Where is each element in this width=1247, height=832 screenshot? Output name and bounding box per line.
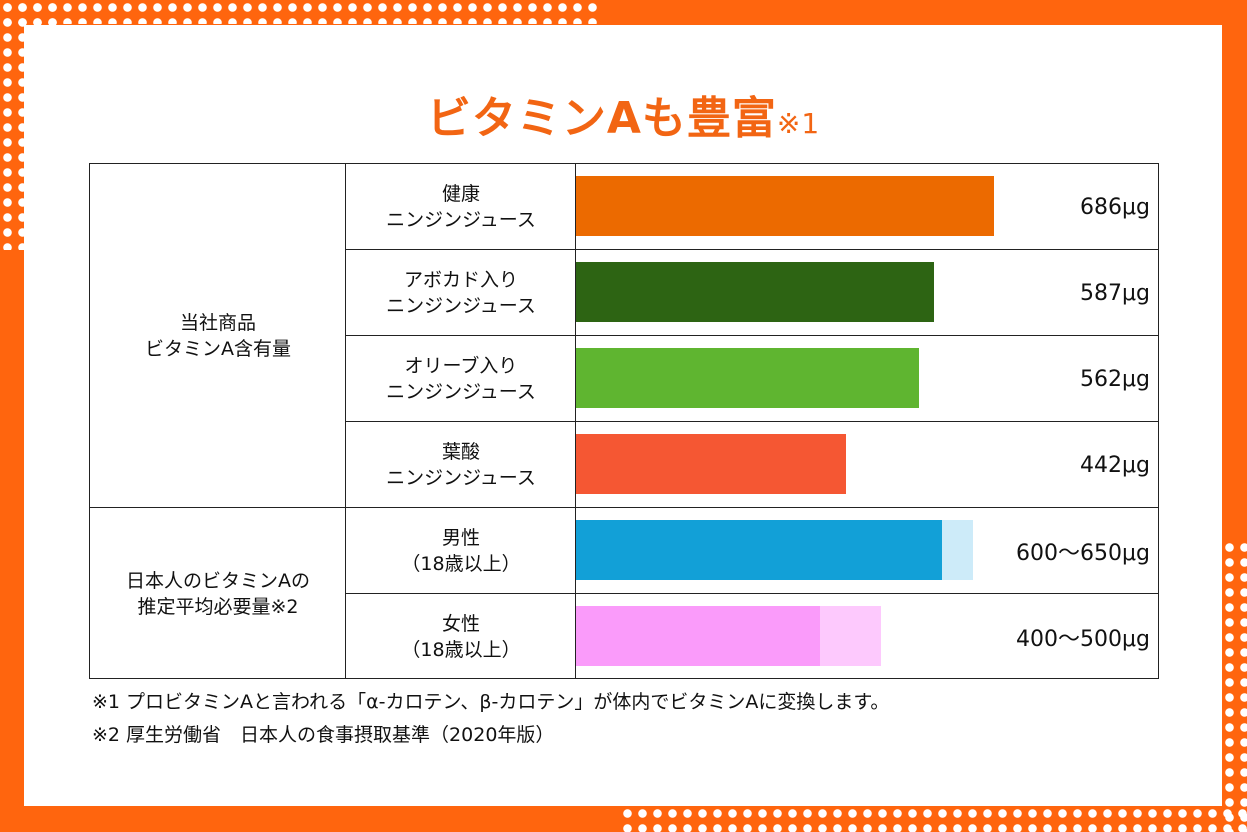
row-divider <box>346 249 1158 250</box>
row-label-line: ニンジンジュース <box>386 295 536 317</box>
row-label: アボカド入り ニンジンジュース <box>346 250 576 336</box>
row-label-line: オリーブ入り <box>404 355 518 377</box>
dot-pattern <box>1222 540 1247 832</box>
row-label-line: ニンジンジュース <box>386 381 536 403</box>
value-bar <box>576 520 942 580</box>
row-label-line: （18歳以上） <box>401 553 521 575</box>
footnote-2: ※2 厚生労働省 日本人の食事摂取基準（2020年版） <box>92 724 555 746</box>
group-label: 日本人のビタミンAの推定平均必要量※2 <box>90 508 346 680</box>
footnote-1: ※1 プロビタミンAと言われる「α-カロテン、β-カロテン」が体内でビタミンAに… <box>92 691 890 713</box>
group-label: 当社商品ビタミンA含有量 <box>90 164 346 508</box>
row-label-line: ニンジンジュース <box>386 467 536 489</box>
value-bar <box>576 176 995 236</box>
value-bar <box>576 606 820 666</box>
value-bar <box>576 348 919 408</box>
value-label: 442μg <box>1080 452 1150 478</box>
dot-pattern <box>620 806 1247 832</box>
chart-table: 健康ニンジンジュース 686μg アボカド入り ニンジンジュース 587μg オリーブ入り… <box>89 163 1159 679</box>
row-divider <box>346 335 1158 336</box>
row-label-line: 葉酸 <box>441 441 480 463</box>
value-label: 686μg <box>1080 194 1150 220</box>
column-divider <box>345 164 346 678</box>
row-label: オリーブ入り ニンジンジュース <box>346 336 576 422</box>
dot-pattern <box>0 0 600 24</box>
row-divider <box>346 593 1158 594</box>
group-label-line: ビタミンA含有量 <box>145 338 291 360</box>
value-label: 587μg <box>1080 280 1150 306</box>
row-label: 葉酸ニンジンジュース <box>346 422 576 508</box>
row-label: 健康ニンジンジュース <box>346 164 576 250</box>
row-divider <box>346 421 1158 422</box>
group-label-text: 日本人のビタミンAの推定平均必要量※2 <box>126 570 310 618</box>
row-label: 男性 （18歳以上） <box>346 508 576 594</box>
group-label-line: 当社商品 <box>179 312 256 334</box>
value-label: 400～500μg <box>1016 627 1150 652</box>
row-label-line: ニンジンジュース <box>386 209 536 231</box>
row-label-line: アボカド入り <box>403 269 518 291</box>
row-label: 女性 （18歳以上） <box>346 594 576 680</box>
chart-title: ビタミンAも豊富※1 <box>426 93 821 144</box>
row-label-line: 健康 <box>441 183 480 205</box>
footnotes: ※1 プロビタミンAと言われる「α-カロテン、β-カロテン」が体内でビタミンAに… <box>92 686 889 752</box>
row-divider <box>90 507 1158 508</box>
row-label-line: 女性 <box>441 613 480 635</box>
value-label: 600～650μg <box>1016 541 1150 566</box>
row-label-line: （18歳以上） <box>401 639 521 661</box>
value-label: 562μg <box>1080 366 1150 392</box>
row-label-line: 男性 <box>441 527 480 549</box>
value-bar <box>576 262 935 322</box>
content-panel <box>24 25 1222 806</box>
value-bar <box>576 434 846 494</box>
